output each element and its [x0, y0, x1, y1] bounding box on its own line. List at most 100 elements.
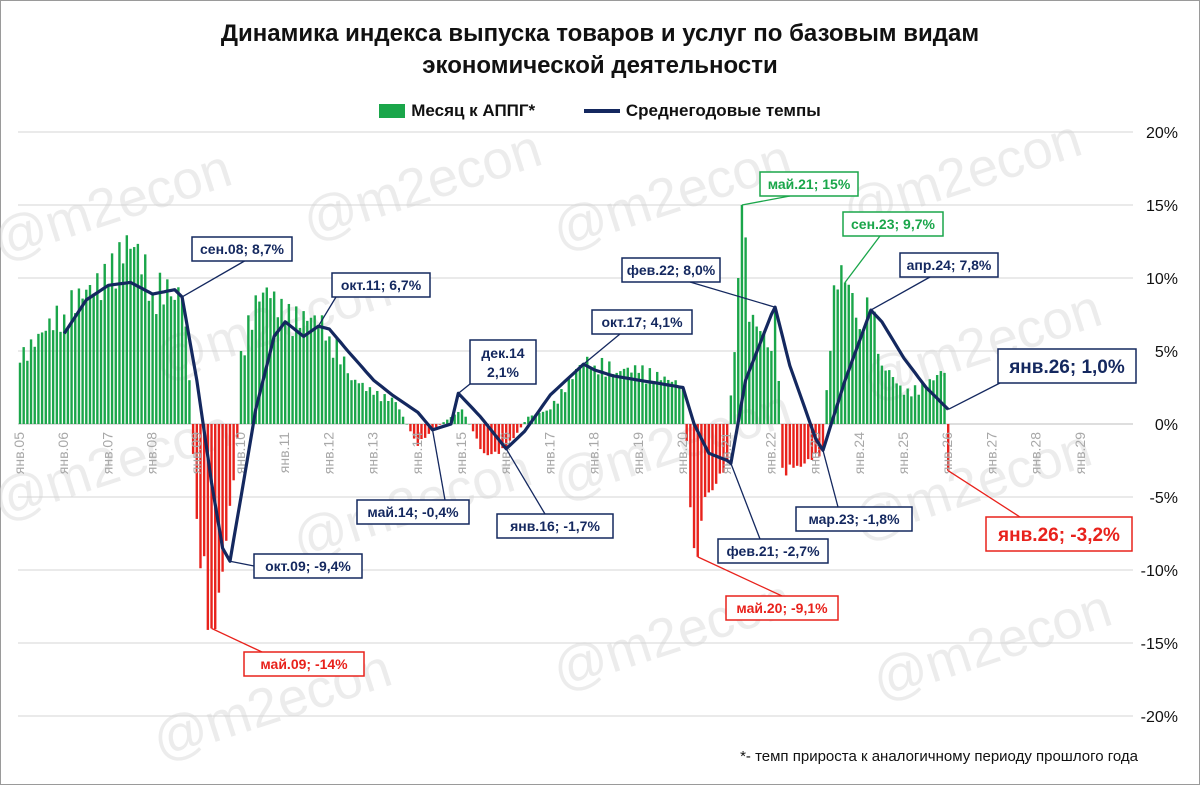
annotation-box	[899, 252, 999, 278]
bar	[847, 284, 850, 424]
bar	[777, 380, 780, 424]
bar	[298, 327, 302, 424]
bar	[563, 392, 567, 424]
bar	[899, 385, 902, 424]
y-tick-label: 0%	[1155, 417, 1178, 434]
bar	[66, 327, 70, 424]
bar	[593, 365, 596, 424]
bar	[589, 367, 593, 424]
annotation-label: дек.14	[481, 345, 524, 361]
bar	[446, 419, 449, 424]
bar	[829, 350, 832, 424]
bar	[678, 387, 681, 424]
legend: Месяц к АППГ* Среднегодовые темпы	[0, 100, 1200, 121]
bar	[70, 290, 73, 424]
bar	[464, 416, 467, 424]
annotation-leader	[689, 281, 776, 308]
x-tick-label: янв.27	[983, 432, 999, 474]
bar	[48, 318, 51, 424]
annotation-box	[496, 513, 614, 539]
y-tick-label: 20%	[1146, 125, 1178, 142]
annotation-leader	[697, 556, 783, 597]
bar	[125, 235, 129, 424]
watermark-text: @m2econ	[545, 568, 798, 701]
bar	[416, 424, 419, 446]
bar	[225, 424, 228, 541]
bar	[722, 424, 725, 473]
bar	[759, 331, 762, 424]
bar	[917, 394, 920, 424]
bar	[913, 385, 917, 424]
watermark-text: @m2econ	[295, 118, 548, 251]
annotation-label: окт.11; 6,7%	[341, 277, 422, 293]
title-line-1: Динамика индекса выпуска товаров и услуг…	[220, 20, 980, 47]
bar	[877, 353, 880, 424]
bar	[453, 414, 456, 424]
x-tick-label: янв.29	[1072, 432, 1088, 474]
annotation-leader	[211, 627, 263, 653]
bar	[490, 424, 493, 455]
annotation-box	[985, 516, 1133, 552]
bar	[92, 293, 95, 424]
bar	[103, 263, 106, 424]
bar	[482, 424, 486, 454]
annotation-label: май.09; -14%	[260, 656, 348, 672]
bar	[26, 360, 29, 424]
bar	[173, 299, 176, 424]
x-tick-label: янв.05	[11, 432, 27, 474]
bar	[460, 409, 464, 424]
bar	[615, 372, 618, 424]
annotation-label: сен.08; 8,7%	[200, 241, 285, 257]
annotation-label: окт.17; 4,1%	[601, 314, 683, 330]
bar	[221, 424, 224, 572]
bar	[854, 317, 858, 424]
bar	[939, 371, 943, 424]
bar	[180, 296, 184, 424]
bar	[136, 243, 140, 424]
bar	[368, 387, 372, 424]
x-tick-label: янв.11	[276, 432, 292, 473]
bar	[210, 424, 213, 629]
bar	[689, 424, 692, 508]
x-tick-label: янв.24	[851, 432, 867, 474]
bar	[383, 394, 386, 424]
annotation-label: май.14; -0,4%	[367, 504, 459, 520]
bar	[118, 242, 121, 424]
annotation-label: мар.23; -1,8%	[808, 511, 900, 527]
bar	[737, 278, 740, 424]
bar	[766, 347, 769, 424]
bar	[751, 314, 755, 424]
bar	[132, 247, 136, 424]
bar	[342, 356, 346, 424]
series-line	[62, 280, 950, 563]
bar	[541, 411, 545, 424]
bar	[420, 424, 423, 440]
annotation-label: фев.21; -2,7%	[726, 543, 820, 559]
x-tick-label: янв.07	[99, 432, 115, 474]
annotation-label: май.20; -9,1%	[736, 600, 828, 616]
bar	[276, 317, 280, 424]
bar	[781, 424, 784, 468]
annotation-leader	[741, 195, 791, 206]
bar	[795, 424, 799, 466]
legend-swatch-bars	[379, 104, 406, 119]
bar	[637, 372, 640, 424]
annotation-box	[759, 171, 859, 197]
bar	[862, 331, 865, 424]
bar	[586, 356, 589, 424]
x-tick-label: янв.06	[55, 432, 71, 474]
y-tick-label: -15%	[1141, 636, 1178, 653]
bar	[74, 313, 77, 424]
bar	[202, 424, 206, 557]
bar	[762, 331, 766, 424]
y-tick-label: -5%	[1150, 490, 1178, 507]
bar	[40, 332, 44, 424]
bar	[740, 205, 744, 424]
bar	[692, 424, 696, 549]
bar	[641, 365, 644, 424]
bar	[214, 424, 217, 630]
bar	[272, 291, 276, 424]
annotation-leader	[431, 429, 446, 501]
bar	[556, 403, 559, 424]
